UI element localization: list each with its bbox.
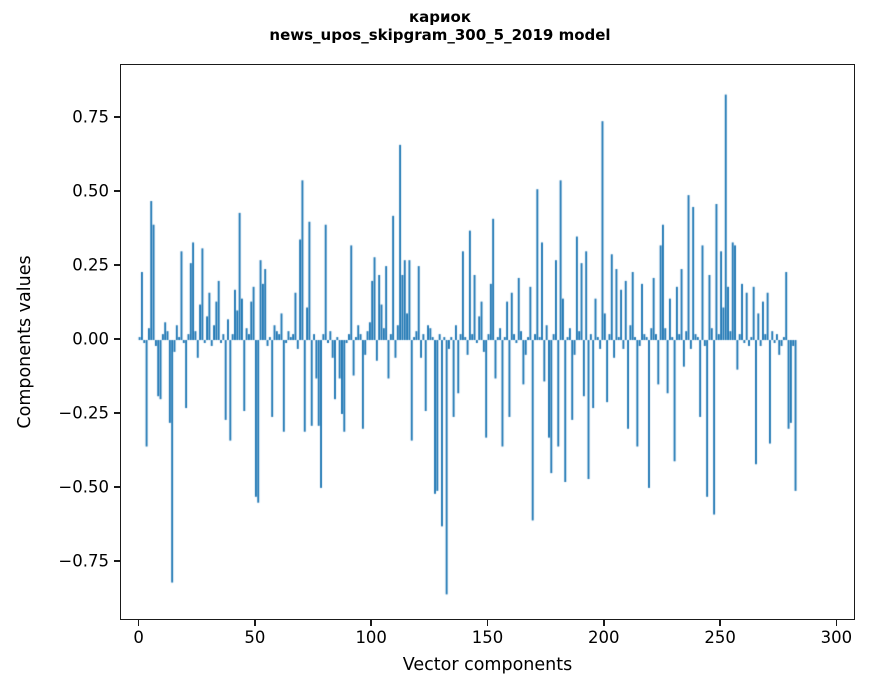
y-tick-label: 0.75 (72, 107, 109, 127)
x-tick-label: 300 (820, 628, 853, 647)
y-tick-label: 0.50 (72, 181, 109, 201)
x-tick-label: 200 (588, 628, 620, 647)
x-tick-mark (370, 620, 372, 626)
plot-area (120, 64, 855, 620)
x-tick-label: 100 (355, 628, 387, 647)
y-axis-label: Components values (15, 255, 35, 429)
y-tick-mark (114, 116, 120, 119)
y-tick-label: −0.25 (58, 403, 109, 423)
y-tick-mark (114, 264, 120, 266)
x-tick-mark (486, 620, 489, 626)
x-tick-mark (719, 620, 721, 626)
y-tick-label: −0.50 (58, 477, 109, 497)
title-line-model: news_upos_skipgram_300_5_2019 model (269, 26, 611, 45)
x-tick-label: 50 (244, 628, 266, 647)
x-tick-mark (254, 620, 256, 626)
y-tick-label: −0.75 (58, 551, 109, 571)
x-tick-label: 0 (133, 628, 144, 647)
y-tick-mark (114, 190, 120, 192)
x-tick-label: 250 (704, 628, 736, 647)
x-tick-mark (835, 620, 838, 626)
x-tick-mark (602, 620, 605, 626)
x-axis-label: Vector components (402, 655, 573, 675)
y-tick-label: 0.00 (72, 329, 109, 349)
y-tick-mark (114, 486, 120, 488)
x-tick-mark (137, 620, 140, 626)
y-tick-mark (114, 412, 120, 414)
y-tick-label: 0.25 (72, 255, 109, 275)
title-line-word: кариок (408, 8, 472, 26)
chart-title: кариок news_upos_skipgram_300_5_2019 mod… (0, 8, 880, 45)
y-tick-mark (114, 560, 120, 562)
bar-series-canvas (121, 65, 854, 619)
x-tick-label: 150 (471, 628, 504, 647)
y-tick-mark (114, 338, 120, 340)
